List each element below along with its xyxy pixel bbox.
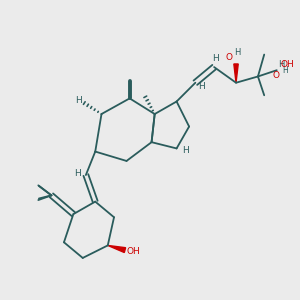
Text: H: H [198,82,205,91]
Polygon shape [108,245,126,253]
Text: O: O [226,52,233,62]
Text: H: H [74,169,80,178]
Text: OH: OH [127,247,140,256]
Text: H: H [234,48,241,57]
Text: O: O [273,71,280,80]
Text: H: H [212,54,219,63]
Text: H: H [182,146,189,154]
Text: H: H [76,96,82,105]
Text: H: H [278,60,285,69]
Text: OH: OH [281,60,295,69]
Text: H: H [283,66,288,75]
Polygon shape [234,64,238,83]
